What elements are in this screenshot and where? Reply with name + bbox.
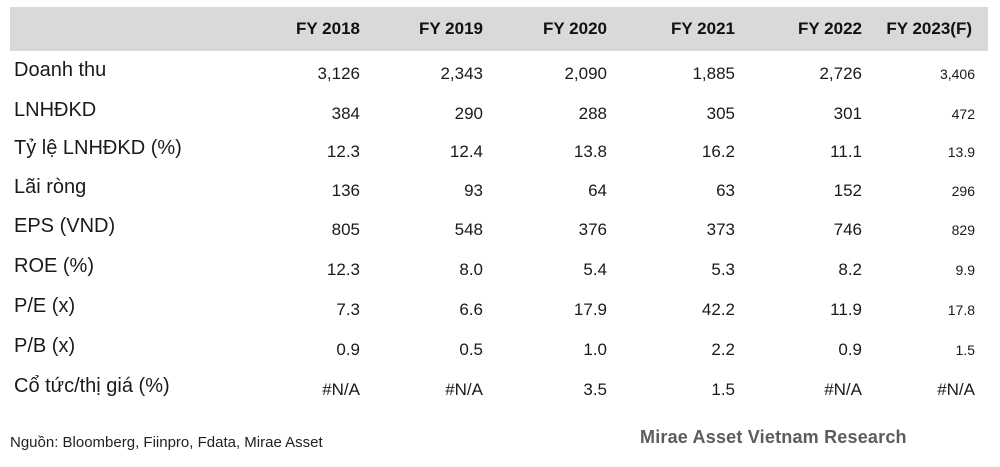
table-row: Doanh thu 3,126 2,343 2,090 1,885 2,726 3,406 [0, 56, 1000, 92]
table-cell: 12.3 [326, 260, 360, 279]
table-cell: 63 [716, 181, 735, 200]
table-cell: 1.5 [711, 380, 735, 399]
table-cell: 548 [454, 220, 483, 239]
table-cell: 384 [331, 104, 360, 123]
table-cell: 8.0 [459, 260, 483, 279]
table-cell: 7.3 [336, 300, 360, 319]
table-cell: 2,090 [564, 64, 607, 83]
table-cell: 16.2 [701, 142, 735, 161]
table-cell: 1.0 [583, 340, 607, 359]
table-cell: 2,343 [440, 64, 483, 83]
table-cell: 1,885 [692, 64, 735, 83]
table-cell: 305 [706, 104, 735, 123]
table-row: ROE (%) 12.3 8.0 5.4 5.3 8.2 9.9 [0, 252, 1000, 288]
column-header: FY 2020 [543, 19, 607, 38]
table-cell: 152 [833, 181, 862, 200]
table-cell: 0.9 [838, 340, 862, 359]
row-label: Doanh thu [14, 59, 107, 81]
table-cell: #N/A [322, 380, 360, 399]
table-cell: 829 [951, 222, 975, 238]
table-row: Cổ tức/thị giá (%) #N/A #N/A 3.5 1.5 #N/A #N/A [0, 372, 1000, 408]
table-row: P/E (x) 7.3 6.6 17.9 42.2 11.9 17.8 [0, 292, 1000, 328]
table-row: P/B (x) 0.9 0.5 1.0 2.2 0.9 1.5 [0, 332, 1000, 368]
table-row: LNHĐKD 384 290 288 305 301 472 [0, 96, 1000, 132]
table-cell: 5.3 [711, 260, 735, 279]
table-header-bar [10, 7, 988, 51]
table-cell: 2.2 [711, 340, 735, 359]
table-cell: 1.5 [955, 342, 975, 358]
row-label: Lãi ròng [14, 176, 87, 198]
table-cell: 13.9 [947, 144, 975, 160]
table-cell: 296 [951, 183, 975, 199]
row-label: ROE (%) [14, 255, 94, 277]
table-cell: 12.4 [449, 142, 483, 161]
table-cell: 64 [588, 181, 607, 200]
table-cell: 472 [951, 106, 975, 122]
table-cell: 11.9 [830, 300, 862, 319]
table-cell: 2,726 [819, 64, 862, 83]
row-label: EPS (VND) [14, 215, 116, 237]
table-cell: 17.9 [573, 300, 607, 319]
table-cell: 376 [578, 220, 607, 239]
table-row: EPS (VND) 805 548 376 373 746 829 [0, 212, 1000, 248]
table-cell: #N/A [445, 380, 483, 399]
table-cell: #N/A [937, 380, 975, 399]
table-cell: 42.2 [701, 300, 735, 319]
table-cell: 13.8 [573, 142, 607, 161]
research-credit: Mirae Asset Vietnam Research [640, 427, 907, 447]
table-cell: 12.3 [326, 142, 360, 161]
column-header: FY 2022 [798, 19, 862, 38]
table-cell: 805 [331, 220, 360, 239]
table-cell: 301 [833, 104, 862, 123]
table-cell: 3,406 [939, 66, 975, 82]
column-header: FY 2021 [671, 19, 735, 38]
row-label: P/E (x) [14, 295, 76, 317]
table-cell: #N/A [824, 380, 862, 399]
table-row: Tỷ lệ LNHĐKD (%) 12.3 12.4 13.8 16.2 11.1 13.9 [0, 134, 1000, 170]
table-cell: 288 [578, 104, 607, 123]
table-cell: 11.1 [830, 142, 862, 161]
table-cell: 373 [706, 220, 735, 239]
table-cell: 0.9 [336, 340, 360, 359]
column-header: FY 2023(F) [886, 19, 972, 38]
table-cell: 9.9 [955, 262, 975, 278]
table-cell: 6.6 [459, 300, 483, 319]
table-cell: 290 [454, 104, 483, 123]
table-cell: 17.8 [947, 302, 975, 318]
row-label: Cổ tức/thị giá (%) [14, 375, 170, 397]
table-cell: 0.5 [459, 340, 483, 359]
row-label: Tỷ lệ LNHĐKD (%) [14, 137, 182, 159]
table-cell: 746 [833, 220, 862, 239]
table-cell: 8.2 [838, 260, 862, 279]
table-cell: 93 [464, 181, 483, 200]
row-label: LNHĐKD [14, 99, 97, 121]
table-cell: 3,126 [317, 64, 360, 83]
table-cell: 3.5 [583, 380, 607, 399]
table-cell: 136 [331, 181, 360, 200]
column-header: FY 2019 [419, 19, 483, 38]
source-note: Nguồn: Bloomberg, Fiinpro, Fdata, Mirae … [10, 434, 323, 451]
table-row: Lãi ròng 136 93 64 63 152 296 [0, 173, 1000, 209]
table-cell: 5.4 [583, 260, 607, 279]
column-header: FY 2018 [296, 19, 360, 38]
row-label: P/B (x) [14, 335, 76, 357]
